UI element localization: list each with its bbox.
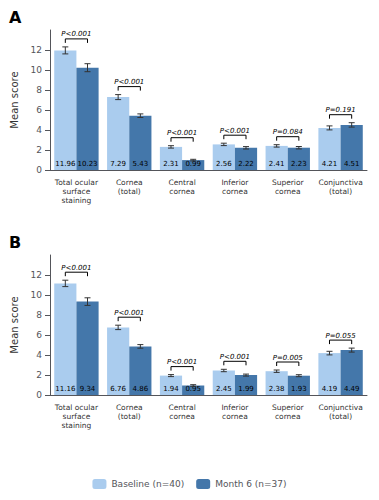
svg-text:2.22: 2.22 [238, 160, 254, 168]
svg-text:(total): (total) [329, 412, 352, 421]
svg-text:Cornea: Cornea [116, 178, 143, 187]
svg-text:4: 4 [36, 350, 42, 360]
svg-text:Conjunctiva: Conjunctiva [318, 178, 362, 187]
svg-text:2.56: 2.56 [216, 160, 232, 168]
svg-text:2.31: 2.31 [163, 160, 179, 168]
svg-text:1.94: 1.94 [163, 385, 179, 393]
svg-text:P<0.001: P<0.001 [167, 129, 197, 137]
svg-text:P<0.001: P<0.001 [167, 358, 197, 366]
svg-text:4.51: 4.51 [344, 160, 360, 168]
svg-text:Cornea: Cornea [116, 403, 143, 412]
svg-text:0.99: 0.99 [185, 160, 201, 168]
svg-text:10.23: 10.23 [77, 160, 97, 168]
svg-text:2.23: 2.23 [291, 160, 307, 168]
svg-text:10: 10 [31, 65, 43, 75]
svg-text:P<0.001: P<0.001 [220, 353, 250, 361]
svg-text:10: 10 [31, 290, 43, 300]
svg-text:P<0.001: P<0.001 [61, 30, 91, 38]
svg-text:1.99: 1.99 [238, 385, 254, 393]
svg-text:4.86: 4.86 [133, 385, 149, 393]
svg-text:cornea: cornea [275, 412, 301, 421]
svg-text:surface: surface [63, 412, 91, 421]
svg-text:4.49: 4.49 [344, 385, 360, 393]
svg-text:0: 0 [36, 390, 42, 400]
svg-text:cornea: cornea [222, 187, 248, 196]
svg-text:Inferior: Inferior [221, 178, 249, 187]
svg-text:Central: Central [168, 403, 195, 412]
svg-text:P=0.084: P=0.084 [273, 128, 303, 136]
svg-text:(total): (total) [118, 412, 141, 421]
svg-text:Superior: Superior [272, 178, 305, 187]
svg-text:B: B [9, 233, 21, 252]
svg-text:9.34: 9.34 [80, 385, 96, 393]
svg-text:Total ocular: Total ocular [54, 178, 99, 187]
svg-text:P=0.005: P=0.005 [273, 354, 304, 362]
svg-text:P<0.001: P<0.001 [61, 264, 91, 272]
svg-text:cornea: cornea [275, 187, 301, 196]
svg-text:2.41: 2.41 [269, 160, 285, 168]
svg-text:Baseline (n=40): Baseline (n=40) [111, 479, 184, 489]
svg-text:staining: staining [61, 421, 91, 430]
svg-text:cornea: cornea [169, 187, 195, 196]
svg-text:Mean score: Mean score [9, 71, 20, 128]
svg-text:(total): (total) [329, 187, 352, 196]
svg-text:2: 2 [36, 145, 42, 155]
svg-text:12: 12 [31, 270, 42, 280]
svg-text:4: 4 [36, 125, 42, 135]
svg-text:6: 6 [36, 105, 42, 115]
svg-text:Month 6 (n=37): Month 6 (n=37) [215, 479, 286, 489]
svg-text:11.16: 11.16 [55, 385, 76, 393]
svg-text:cornea: cornea [222, 412, 248, 421]
svg-text:Central: Central [168, 178, 195, 187]
svg-text:8: 8 [36, 310, 42, 320]
svg-text:11.96: 11.96 [55, 160, 76, 168]
svg-text:P<0.001: P<0.001 [114, 78, 144, 86]
svg-text:4.21: 4.21 [322, 160, 338, 168]
svg-text:P<0.001: P<0.001 [114, 309, 144, 317]
svg-text:Inferior: Inferior [221, 403, 249, 412]
svg-text:2.45: 2.45 [216, 385, 232, 393]
svg-text:6.76: 6.76 [110, 385, 126, 393]
svg-text:6: 6 [36, 330, 42, 340]
svg-text:2.38: 2.38 [269, 385, 285, 393]
svg-text:cornea: cornea [169, 412, 195, 421]
svg-text:4.19: 4.19 [322, 385, 338, 393]
svg-text:12: 12 [31, 45, 42, 55]
svg-text:1.93: 1.93 [291, 385, 307, 393]
svg-text:P<0.001: P<0.001 [220, 127, 250, 135]
svg-text:Mean score: Mean score [9, 296, 20, 353]
svg-text:2: 2 [36, 370, 42, 380]
svg-text:0.95: 0.95 [185, 385, 201, 393]
svg-text:0: 0 [36, 165, 42, 175]
svg-text:Superior: Superior [272, 403, 305, 412]
svg-text:7.29: 7.29 [110, 160, 126, 168]
svg-text:5.43: 5.43 [133, 160, 149, 168]
svg-text:(total): (total) [118, 187, 141, 196]
svg-text:P=0.055: P=0.055 [326, 332, 357, 340]
svg-text:Conjunctiva: Conjunctiva [318, 403, 362, 412]
svg-text:Total ocular: Total ocular [54, 403, 99, 412]
svg-text:P=0.191: P=0.191 [326, 106, 356, 114]
svg-text:staining: staining [61, 196, 91, 205]
svg-text:A: A [9, 8, 22, 27]
svg-text:surface: surface [63, 187, 91, 196]
svg-text:8: 8 [36, 85, 42, 95]
